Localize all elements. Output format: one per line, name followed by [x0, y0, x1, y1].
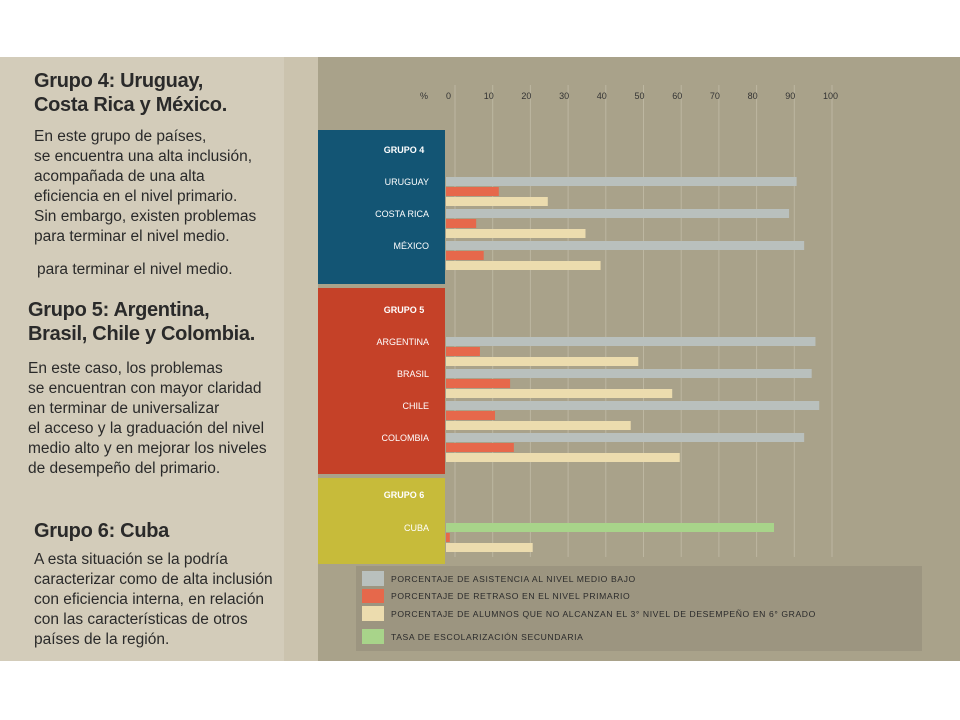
x-tick-label-0: 0	[446, 91, 451, 101]
bar-chile-series-1	[446, 401, 820, 410]
country-label-argentina: ARGENTINA	[376, 337, 429, 347]
group6-title: Grupo 6: Cuba	[34, 520, 169, 542]
country-label-cuba: CUBA	[404, 523, 429, 533]
left-text-panel: Grupo 4: Uruguay, Costa Rica y México. E…	[0, 57, 318, 661]
grupo-4-label: GRUPO 4	[384, 145, 425, 155]
bar-colombia-series-2	[446, 443, 514, 452]
bar-argentina-series-3	[446, 357, 639, 366]
legend-swatch-1	[362, 571, 384, 586]
grupo-5-panel	[318, 288, 445, 474]
legend-label-4: TASA DE ESCOLARIZACIÓN SECUNDARIA	[391, 632, 584, 642]
left-panel-edge	[284, 57, 318, 661]
country-label-chile: CHILE	[402, 401, 429, 411]
group4-description: En este grupo de países, se encuentra un…	[34, 128, 257, 245]
bar-méxico-series-3	[446, 261, 601, 270]
bar-cuba-series-2	[446, 533, 450, 542]
group5-title: Grupo 5: Argentina, Brasil, Chile y Colo…	[28, 299, 256, 345]
grupo-5-label: GRUPO 5	[384, 305, 425, 315]
legend-label-3: PORCENTAJE DE ALUMNOS QUE NO ALCANZAN EL…	[391, 609, 816, 619]
x-tick-label-80: 80	[748, 91, 758, 101]
bar-uruguay-series-3	[446, 197, 548, 206]
country-label-colombia: COLOMBIA	[381, 433, 429, 443]
x-tick-label-40: 40	[597, 91, 607, 101]
bar-brasil-series-2	[446, 379, 511, 388]
country-label-méxico: MÉXICO	[393, 241, 429, 251]
bar-cuba-series-3	[446, 543, 533, 552]
legend-swatch-3	[362, 606, 384, 621]
bar-méxico-series-1	[446, 241, 805, 250]
country-label-costa-rica: COSTA RICA	[375, 209, 429, 219]
chart-area: 0 10 20 30 40 50 60 70 80 90 100% GRUPO 4 URUGUAY COS…	[318, 57, 960, 661]
x-tick-label-10: 10	[484, 91, 494, 101]
x-tick-label-60: 60	[672, 91, 682, 101]
grupo-6-label: GRUPO 6	[384, 490, 425, 500]
bar-uruguay-series-2	[446, 187, 499, 196]
grupo-4-panel	[318, 130, 445, 284]
bar-chart: 0 10 20 30 40 50 60 70 80 90 100% GRUPO 4 URUGUAY COS…	[318, 85, 922, 651]
bar-argentina-series-2	[446, 347, 480, 356]
x-tick-label-30: 30	[559, 91, 569, 101]
legend-swatch-2	[362, 589, 384, 603]
bar-chile-series-2	[446, 411, 496, 420]
x-tick-label-90: 90	[785, 91, 795, 101]
bar-colombia-series-1	[446, 433, 805, 442]
legend-label-1: PORCENTAJE DE ASISTENCIA AL NIVEL MEDIO …	[391, 574, 636, 584]
bar-brasil-series-1	[446, 369, 812, 378]
group4-repeated-line: para terminar el nivel medio.	[37, 261, 233, 278]
country-label-brasil: BRASIL	[397, 369, 429, 379]
legend-swatch-4	[362, 629, 384, 644]
group6-description: A esta situación se la podría caracteriz…	[34, 551, 273, 648]
bar-cuba-secondary-school	[446, 523, 774, 532]
bar-méxico-series-2	[446, 251, 484, 260]
country-label-uruguay: URUGUAY	[385, 177, 429, 187]
legend-box	[356, 566, 922, 651]
bar-colombia-series-3	[446, 453, 680, 462]
axis-unit-label: %	[420, 91, 428, 101]
bar-chile-series-3	[446, 421, 631, 430]
bar-uruguay-series-1	[446, 177, 797, 186]
bar-argentina-series-1	[446, 337, 816, 346]
x-tick-label-20: 20	[521, 91, 531, 101]
bar-costa-rica-series-3	[446, 229, 586, 238]
x-tick-label-50: 50	[635, 91, 645, 101]
group4-title: Grupo 4: Uruguay, Costa Rica y México.	[34, 70, 227, 116]
slide: Grupo 4: Uruguay, Costa Rica y México. E…	[0, 57, 960, 661]
bar-costa-rica-series-2	[446, 219, 477, 228]
legend-label-2: PORCENTAJE DE RETRASO EN EL NIVEL PRIMAR…	[391, 591, 630, 601]
group5-description: En este caso, los problemas se encuentra…	[28, 360, 267, 477]
x-tick-label-70: 70	[710, 91, 720, 101]
bar-brasil-series-3	[446, 389, 673, 398]
grupo-6-panel	[318, 478, 445, 564]
x-tick-label-100: 100	[823, 91, 838, 101]
bar-costa-rica-series-1	[446, 209, 790, 218]
